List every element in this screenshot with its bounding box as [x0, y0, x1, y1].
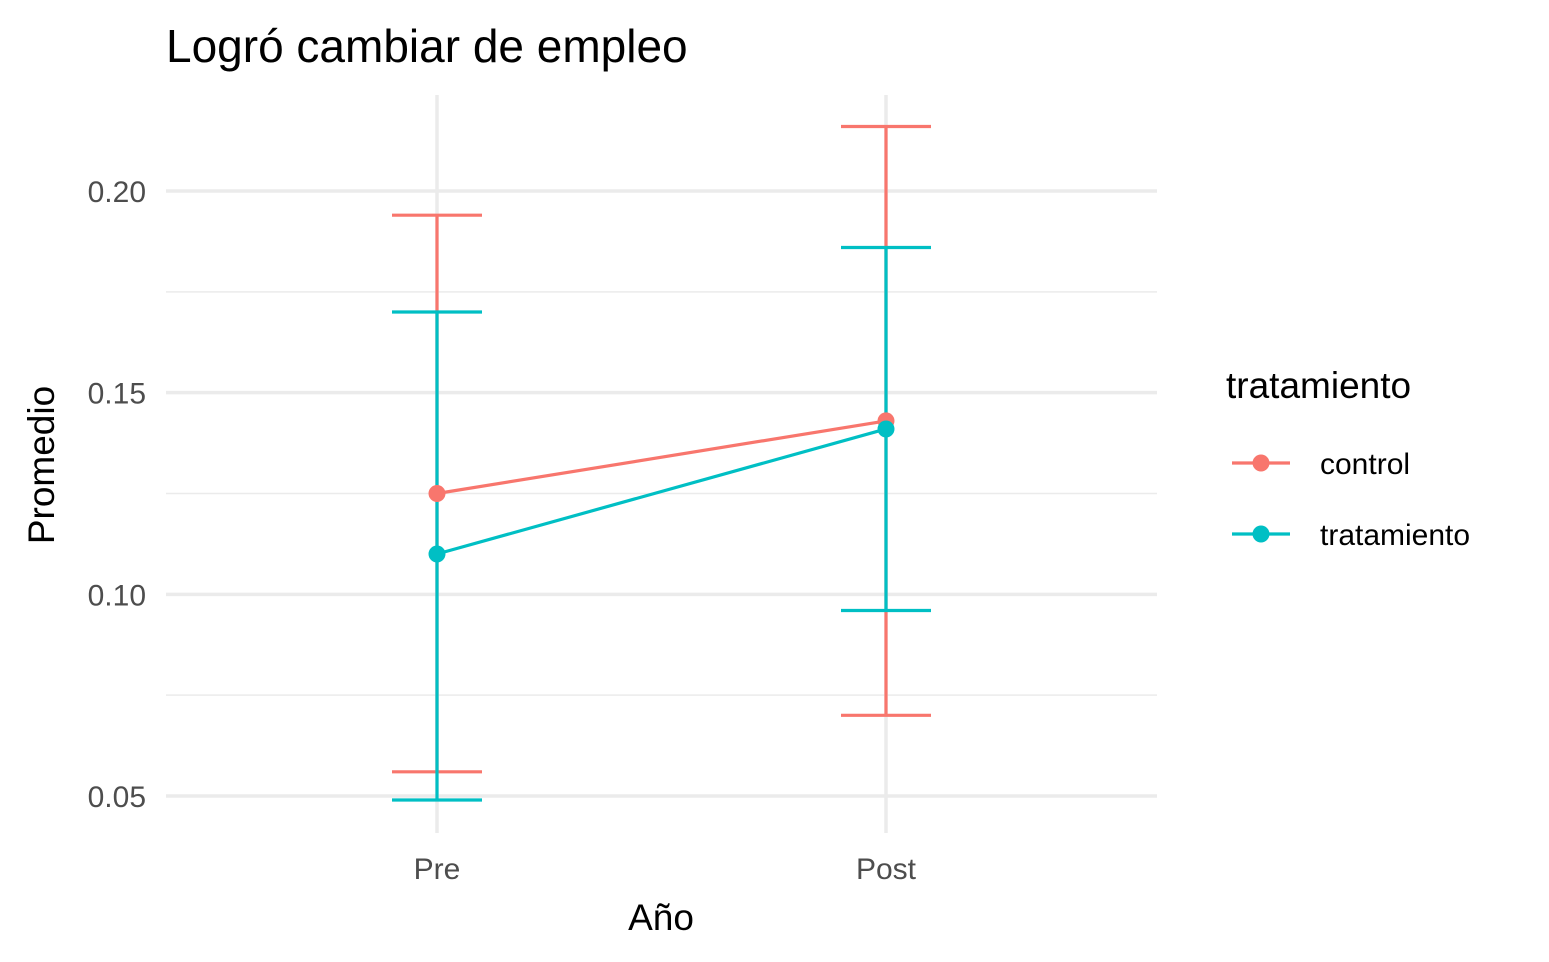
- legend-label-control: control: [1320, 448, 1410, 481]
- x-axis-ticks: Pre Post: [414, 853, 917, 886]
- legend-key-point-control: [1252, 454, 1270, 472]
- y-tick-label: 0.10: [88, 579, 146, 612]
- y-tick-label: 0.20: [88, 176, 146, 209]
- y-tick-label: 0.15: [88, 378, 146, 411]
- series-line-control: [436, 419, 887, 496]
- legend-title: tratamiento: [1226, 365, 1411, 406]
- x-tick-label: Post: [856, 853, 917, 886]
- legend: tratamiento control tratamiento: [1226, 365, 1470, 552]
- y-tick-label: 0.05: [88, 781, 146, 814]
- error-bars: [392, 124, 931, 802]
- point-control: [428, 485, 446, 502]
- legend-label-tratamiento: tratamiento: [1320, 519, 1470, 552]
- grid: [166, 95, 1157, 833]
- x-axis-title: Año: [628, 897, 694, 938]
- series-lines: [436, 419, 887, 556]
- point-tratamiento: [877, 420, 895, 438]
- chart-title: Logró cambiar de empleo: [166, 20, 688, 72]
- series-line-tratamiento: [436, 427, 887, 556]
- point-tratamiento: [428, 545, 446, 563]
- x-tick-label: Pre: [414, 853, 461, 886]
- y-axis-ticks: 0.05 0.10 0.15 0.20: [88, 176, 146, 814]
- y-axis-title: Promedio: [21, 386, 62, 544]
- series-points: [428, 412, 895, 563]
- legend-key-point-tratamiento: [1252, 525, 1270, 543]
